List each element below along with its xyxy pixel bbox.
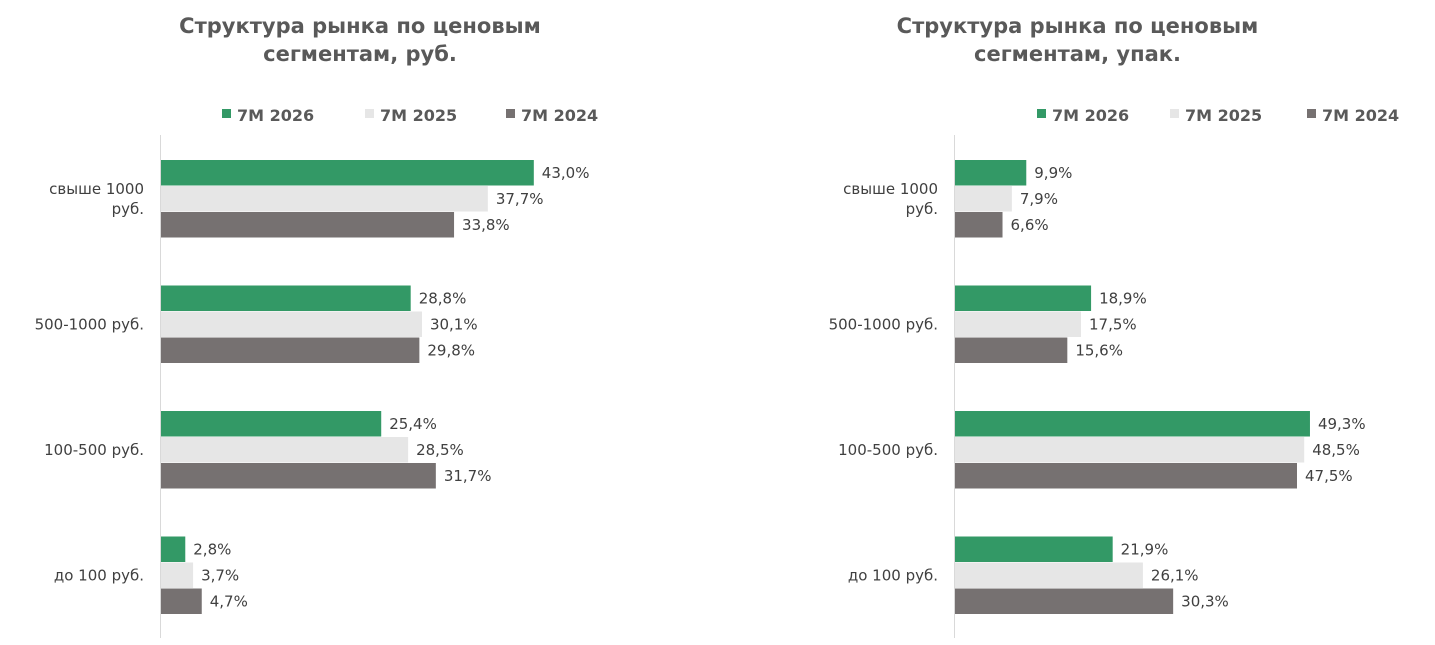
chart-title-line-1: Структура рынка по ценовым (179, 14, 541, 38)
bar (161, 411, 382, 437)
legend-label: 7М 2024 (521, 106, 598, 125)
bar (161, 212, 455, 238)
bar (955, 337, 1068, 363)
bar (955, 437, 1305, 463)
data-label: 31,7% (444, 467, 492, 485)
bar (161, 536, 186, 562)
data-label: 2,8% (193, 540, 231, 558)
bar (955, 160, 1027, 186)
bar (161, 186, 488, 212)
category-label: 500-1000 руб. (829, 315, 938, 333)
legend-swatch (365, 109, 374, 118)
data-label: 6,6% (1011, 216, 1049, 234)
data-label: 33,8% (462, 216, 510, 234)
legend-label: 7М 2025 (1185, 106, 1262, 125)
bar (955, 411, 1310, 437)
bar (161, 285, 411, 311)
bar (161, 588, 202, 614)
data-label: 17,5% (1089, 315, 1137, 333)
legend-swatch (1170, 109, 1179, 118)
category-label: 100-500 руб. (44, 441, 144, 459)
legend-swatch (1037, 109, 1046, 118)
data-label: 43,0% (542, 164, 590, 182)
bar (161, 463, 436, 489)
data-label: 26,1% (1151, 566, 1199, 584)
legend-label: 7М 2025 (380, 106, 457, 125)
category-label: до 100 руб. (848, 566, 938, 584)
legend-label: 7М 2026 (237, 106, 314, 125)
data-label: 28,8% (419, 289, 467, 307)
data-label: 30,1% (430, 315, 478, 333)
chart-plot-area: 7М 2026 7М 2025 7М 2024 свыше 1000 руб. 9,9% 7… (829, 106, 1399, 638)
bar (955, 463, 1297, 489)
category-label: руб. (906, 200, 938, 218)
bar (955, 285, 1092, 311)
data-label: 29,8% (427, 341, 475, 359)
category-label: 100-500 руб. (838, 441, 938, 459)
legend-label: 7М 2024 (1322, 106, 1399, 125)
chart-plot-area: 7М 2026 7М 2025 7М 2024 свыше 1000 руб. 43,0%… (35, 106, 598, 638)
legend-swatch (222, 109, 231, 118)
data-label: 47,5% (1305, 467, 1353, 485)
chart-price-segments-rub: Структура рынка по ценовым сегментам, ру… (0, 12, 720, 638)
bar (955, 212, 1003, 238)
legend-swatch (1307, 109, 1316, 118)
bar (955, 311, 1081, 337)
legend-swatch (506, 109, 515, 118)
data-label: 49,3% (1318, 415, 1366, 433)
chart-title-line-2: сегментам, руб. (263, 42, 457, 66)
category-label: свыше 1000 (49, 180, 144, 198)
bar (955, 186, 1012, 212)
bar (955, 588, 1174, 614)
data-label: 28,5% (416, 441, 464, 459)
chart-price-segments-packs: Структура рынка по ценовым сегментам, уп… (720, 0, 1435, 645)
bar (161, 311, 422, 337)
chart-title-line-2: сегментам, упак. (974, 42, 1181, 66)
data-label: 4,7% (210, 592, 248, 610)
data-label: 15,6% (1075, 341, 1123, 359)
chart-title-line-1: Структура рынка по ценовым (896, 14, 1259, 38)
bar (955, 536, 1113, 562)
data-label: 30,3% (1181, 592, 1229, 610)
chart-title: Структура рынка по ценовым сегментам, уп… (720, 12, 1435, 68)
data-label: 25,4% (389, 415, 437, 433)
category-label: руб. (112, 200, 144, 218)
bar (161, 337, 420, 363)
bar (955, 562, 1143, 588)
legend-label: 7М 2026 (1052, 106, 1129, 125)
bar (161, 562, 194, 588)
bar (161, 160, 534, 186)
category-label: до 100 руб. (54, 566, 144, 584)
category-label: 500-1000 руб. (35, 315, 144, 333)
data-label: 37,7% (496, 190, 544, 208)
data-label: 18,9% (1099, 289, 1147, 307)
data-label: 21,9% (1121, 540, 1169, 558)
data-label: 7,9% (1020, 190, 1058, 208)
chart-title: Структура рынка по ценовым сегментам, ру… (0, 12, 720, 68)
category-label: свыше 1000 (843, 180, 938, 198)
data-label: 3,7% (201, 566, 239, 584)
data-label: 9,9% (1034, 164, 1072, 182)
data-label: 48,5% (1312, 441, 1360, 459)
bar (161, 437, 409, 463)
